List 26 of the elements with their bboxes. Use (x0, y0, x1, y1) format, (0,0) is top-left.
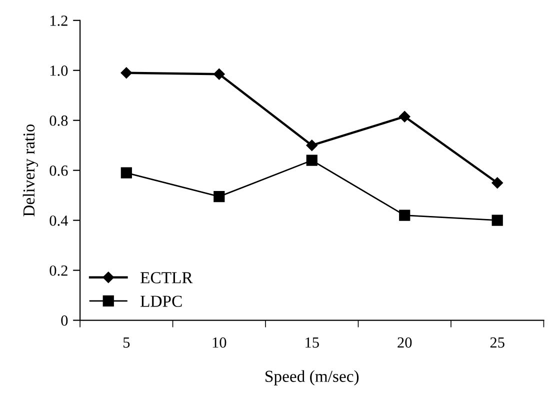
legend-label: LDPC (140, 296, 182, 307)
point (399, 210, 410, 221)
point (214, 191, 225, 202)
x-tick-label: 15 (306, 337, 319, 348)
y-tick-label: 0.8 (50, 116, 68, 126)
y-axis-title: Delivery ratio (22, 124, 38, 216)
y-tick-label: 0.2 (50, 265, 68, 276)
point (492, 214, 503, 226)
x-tick-label: 20 (398, 337, 412, 348)
y-tick-label: 0 (61, 315, 68, 326)
x-tick-label: 5 (123, 338, 130, 348)
x-tick-label: 10 (212, 337, 226, 348)
y-tick-label: 1.0 (50, 66, 68, 76)
x-axis-title: Speed (m/sec) (266, 370, 359, 386)
point (399, 111, 410, 122)
x-tick-label: 25 (490, 337, 504, 348)
point (120, 67, 132, 78)
y-tick-label: 0.4 (50, 215, 68, 226)
point (306, 154, 318, 166)
point (120, 167, 132, 178)
point (214, 68, 225, 80)
y-tick-label: 1.2 (50, 16, 68, 26)
point (492, 177, 503, 188)
point (306, 140, 318, 151)
legend-label: ECTLR (140, 272, 193, 284)
y-tick-label: 0.6 (50, 165, 68, 176)
